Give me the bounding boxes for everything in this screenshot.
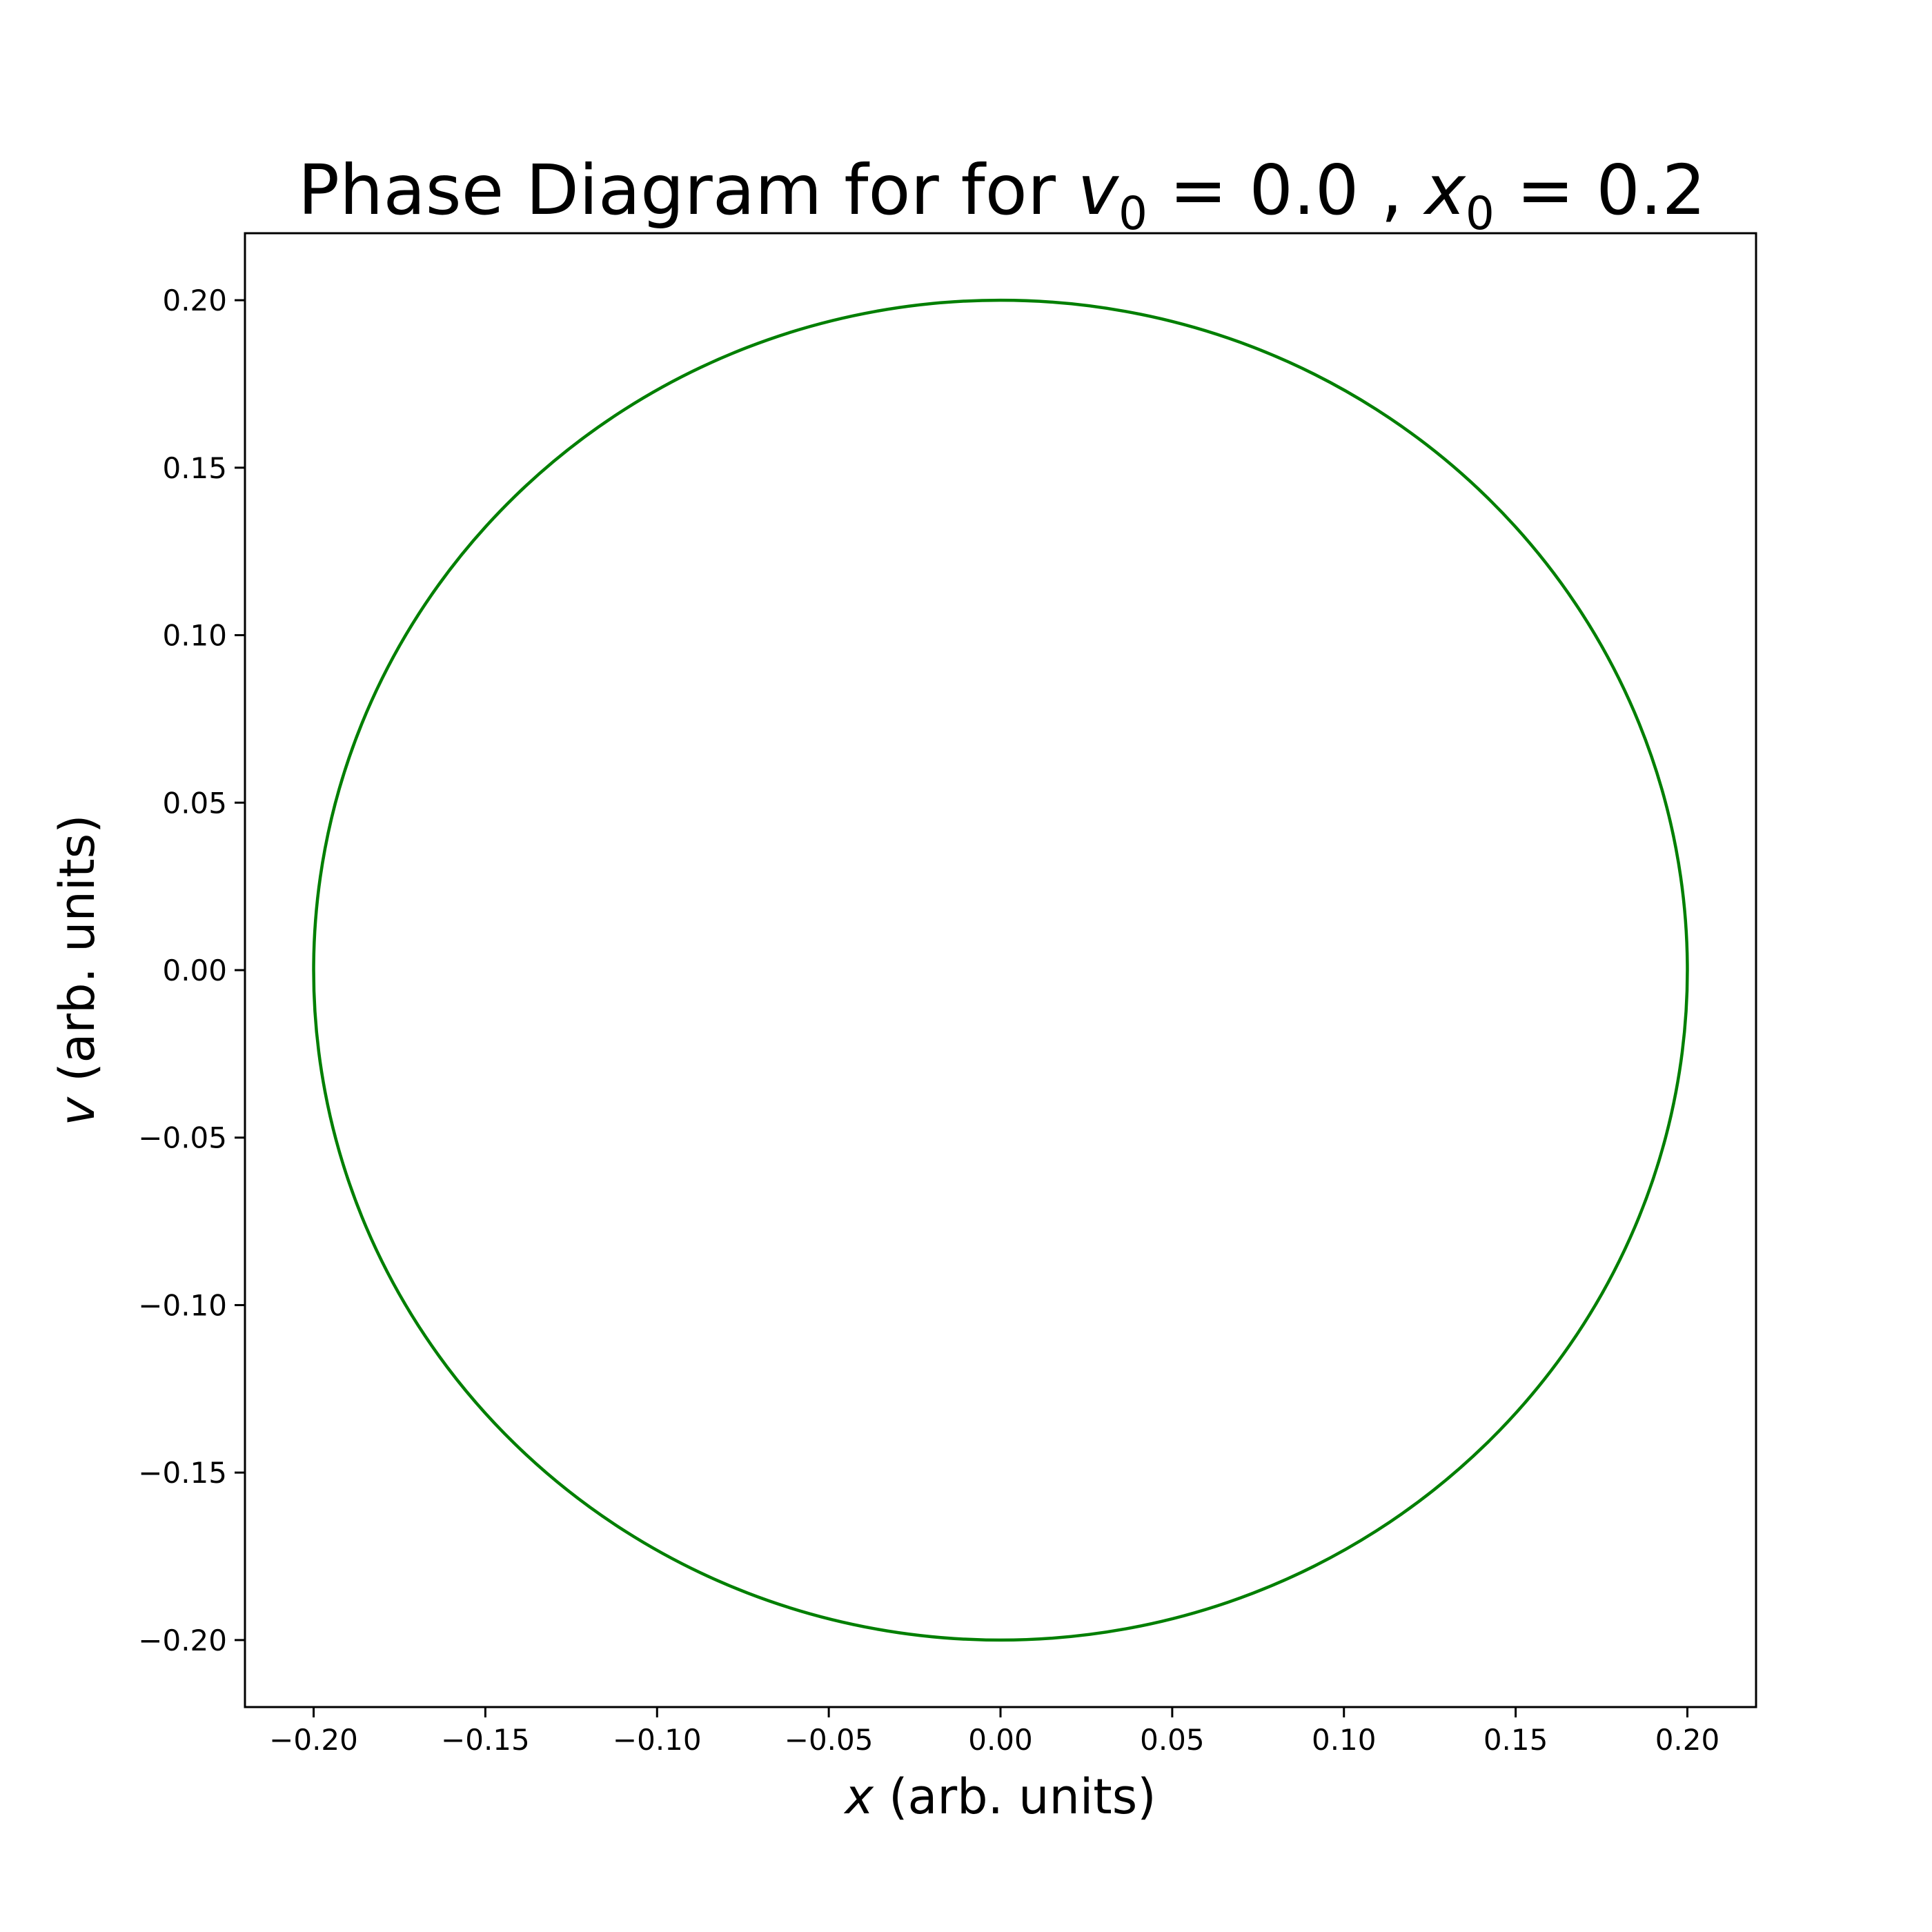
x-tick-label: 0.00 <box>968 1723 1033 1757</box>
title-var-x: x <box>1423 150 1467 230</box>
title-val-v: = 0.0 , <box>1147 150 1425 230</box>
x-tick-label: −0.05 <box>785 1723 874 1757</box>
x-tick-label: −0.20 <box>269 1723 358 1757</box>
x-axis-label-units: (arb. units) <box>874 1768 1156 1825</box>
x-tick-label: −0.15 <box>441 1723 530 1757</box>
phase-trajectory-0 <box>312 298 1689 1642</box>
chart-title: Phase Diagram for for v0 = 0.0 , x0 = 0.… <box>298 150 1706 240</box>
x-tick-label: 0.20 <box>1655 1723 1720 1757</box>
y-axis-label: v (arb. units) <box>49 814 106 1125</box>
x-axis-ticks: −0.20 −0.15 −0.10 −0.05 0.00 0.05 0.10 0.15 0.20 <box>269 1707 1719 1757</box>
y-tick-label: 0.05 <box>162 786 227 820</box>
x-axis-label: x (arb. units) <box>843 1768 1156 1825</box>
plot-marks <box>312 298 1689 1642</box>
y-tick-label: −0.15 <box>138 1456 227 1490</box>
title-var-v: v <box>1078 150 1120 230</box>
y-tick-label: 0.00 <box>162 954 227 987</box>
y-axis-ticks: −0.20 −0.15 −0.10 −0.05 0.00 0.05 0.10 0.15 0.20 <box>138 284 245 1657</box>
y-tick-label: −0.10 <box>138 1288 227 1322</box>
title-sub-v: 0 <box>1118 187 1147 240</box>
y-tick-label: −0.05 <box>138 1121 227 1155</box>
y-tick-label: 0.20 <box>162 284 227 317</box>
y-axis-label-var: v <box>49 1096 106 1126</box>
x-axis-label-var: x <box>843 1768 874 1825</box>
title-sub-x: 0 <box>1466 187 1495 240</box>
y-tick-label: 0.10 <box>162 619 227 653</box>
title-val-x: = 0.2 <box>1495 150 1706 230</box>
x-tick-label: 0.05 <box>1140 1723 1205 1757</box>
x-tick-label: 0.10 <box>1312 1723 1377 1757</box>
x-tick-label: −0.10 <box>613 1723 702 1757</box>
x-tick-label: 0.15 <box>1483 1723 1548 1757</box>
y-axis-label-units: (arb. units) <box>49 814 106 1097</box>
title-prefix: Phase Diagram for for <box>298 150 1078 230</box>
y-tick-label: −0.20 <box>138 1624 227 1657</box>
y-tick-label: 0.15 <box>162 451 227 485</box>
